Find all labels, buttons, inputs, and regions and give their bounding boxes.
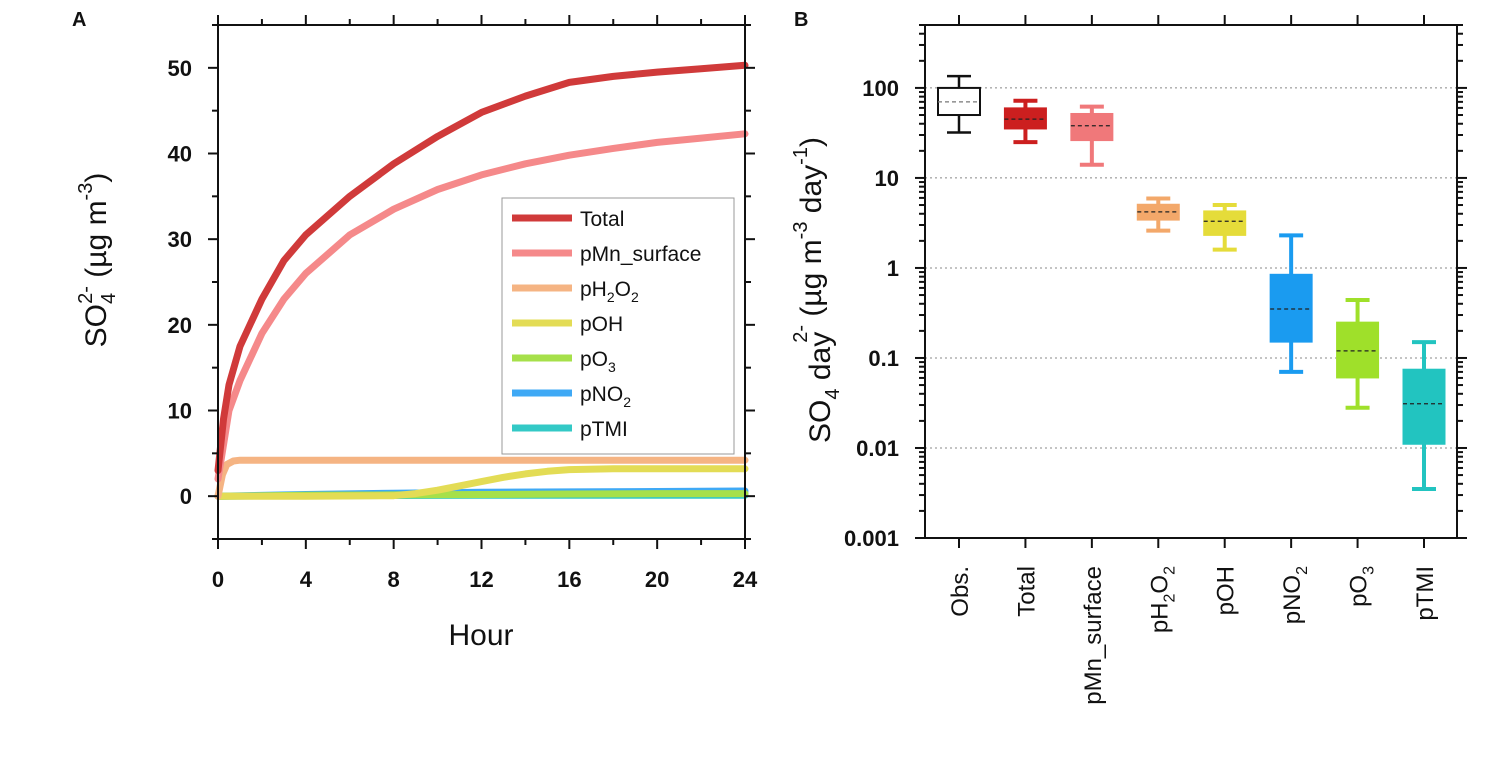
category-label-pNO2: pNO2​: [1279, 566, 1311, 624]
y-tick-label: 0: [180, 484, 192, 509]
x-tick-label: 0: [212, 567, 224, 592]
y-tick-label: 40: [168, 142, 192, 167]
box-pTMI: [1402, 368, 1446, 445]
y-tick-label: 50: [168, 56, 192, 81]
panel-b-gridlines: [925, 87, 1457, 449]
panel-a-legend: Total pMn_surface pH2O2​ pOH pO3​ pNO2​ pTMI: [501, 197, 735, 455]
y-tick-label: 10: [875, 166, 899, 191]
legend-label-pH2O2: pH2O2​: [580, 278, 639, 305]
category-label-Obs.: Obs.: [947, 566, 974, 617]
x-tick-label: 16: [557, 567, 581, 592]
panel-b: B 0.001 0.01 0.1 1 10 100 Obs. Total pMn_surfac…: [790, 9, 1467, 705]
y-tick-label: 20: [168, 313, 192, 338]
y-tick-label: 10: [168, 399, 192, 424]
category-label-pMn_surface: pMn_surface: [1080, 566, 1107, 705]
y-tick-label: 30: [168, 227, 192, 252]
y-tick-label: 0.001: [844, 526, 899, 551]
category-label-pOH: pOH: [1213, 566, 1240, 615]
y-tick-label: 100: [862, 76, 899, 101]
series-line-pH2O2: [214, 456, 749, 500]
y-tick-label: 0.01: [856, 436, 899, 461]
legend-label-pO3: pO3​: [580, 348, 616, 375]
panel-b-y-tick-labels: 0.001 0.01 0.1 1 10 100: [844, 76, 899, 551]
y-tick-label: 0.1: [868, 346, 899, 371]
box-Total: [1003, 107, 1047, 130]
panel-b-y-axis-title: SO4 day2- (µg m-3 day-1): [790, 137, 844, 443]
category-label-Total: Total: [1013, 566, 1040, 617]
category-label-pO3: pO3​: [1346, 566, 1378, 607]
panel-b-boxes: [937, 74, 1446, 492]
panel-a-x-axis-title: Hour: [448, 619, 513, 652]
panel-a-y-tick-labels: 0 10 20 30 40 50: [168, 56, 192, 509]
x-tick-label: 20: [645, 567, 669, 592]
box-pNO2: [1269, 273, 1313, 343]
box-pO3: [1336, 321, 1380, 379]
panel-b-ticks: [915, 15, 1467, 548]
x-tick-label: 24: [733, 567, 758, 592]
series-line-Total: [214, 61, 749, 474]
panel-a-x-tick-labels: 0 4 8 12 16 20 24: [212, 567, 758, 592]
box-pMn_surface: [1070, 112, 1114, 142]
panel-b-label: B: [794, 9, 808, 31]
panel-a-label: A: [72, 9, 86, 31]
panel-b-category-labels: Obs. Total pMn_surface pH2O2​ pOH pNO2​ pO3​ pT…: [947, 566, 1439, 705]
x-tick-label: 8: [388, 567, 400, 592]
box-pOH: [1203, 210, 1247, 236]
panel-a-series: [214, 61, 749, 500]
panel-a-ticks: [208, 15, 755, 549]
panel-b-plot-frame: [924, 24, 1458, 539]
category-label-pH2O2: pH2O2​: [1146, 566, 1178, 633]
series-line-pOH: [214, 465, 749, 500]
panel-a: A 0 4 8 12 16 20 24 0 10 20 30 40 50 Hour SO42- (µg…: [72, 9, 758, 652]
category-label-pTMI: pTMI: [1412, 566, 1439, 621]
series-line-pMn_surface: [214, 130, 749, 483]
legend-label-pNO2: pNO2​: [580, 383, 631, 410]
x-tick-label: 4: [300, 567, 313, 592]
legend-label-pOH: pOH: [580, 313, 623, 336]
legend-label-Total: Total: [580, 208, 624, 231]
legend-label-pMn_surface: pMn_surface: [580, 243, 701, 266]
y-tick-label: 1: [887, 256, 899, 281]
x-tick-label: 12: [469, 567, 493, 592]
legend-label-pTMI: pTMI: [580, 418, 628, 441]
panel-a-y-axis-title: SO42- (µg m-3): [75, 173, 120, 348]
